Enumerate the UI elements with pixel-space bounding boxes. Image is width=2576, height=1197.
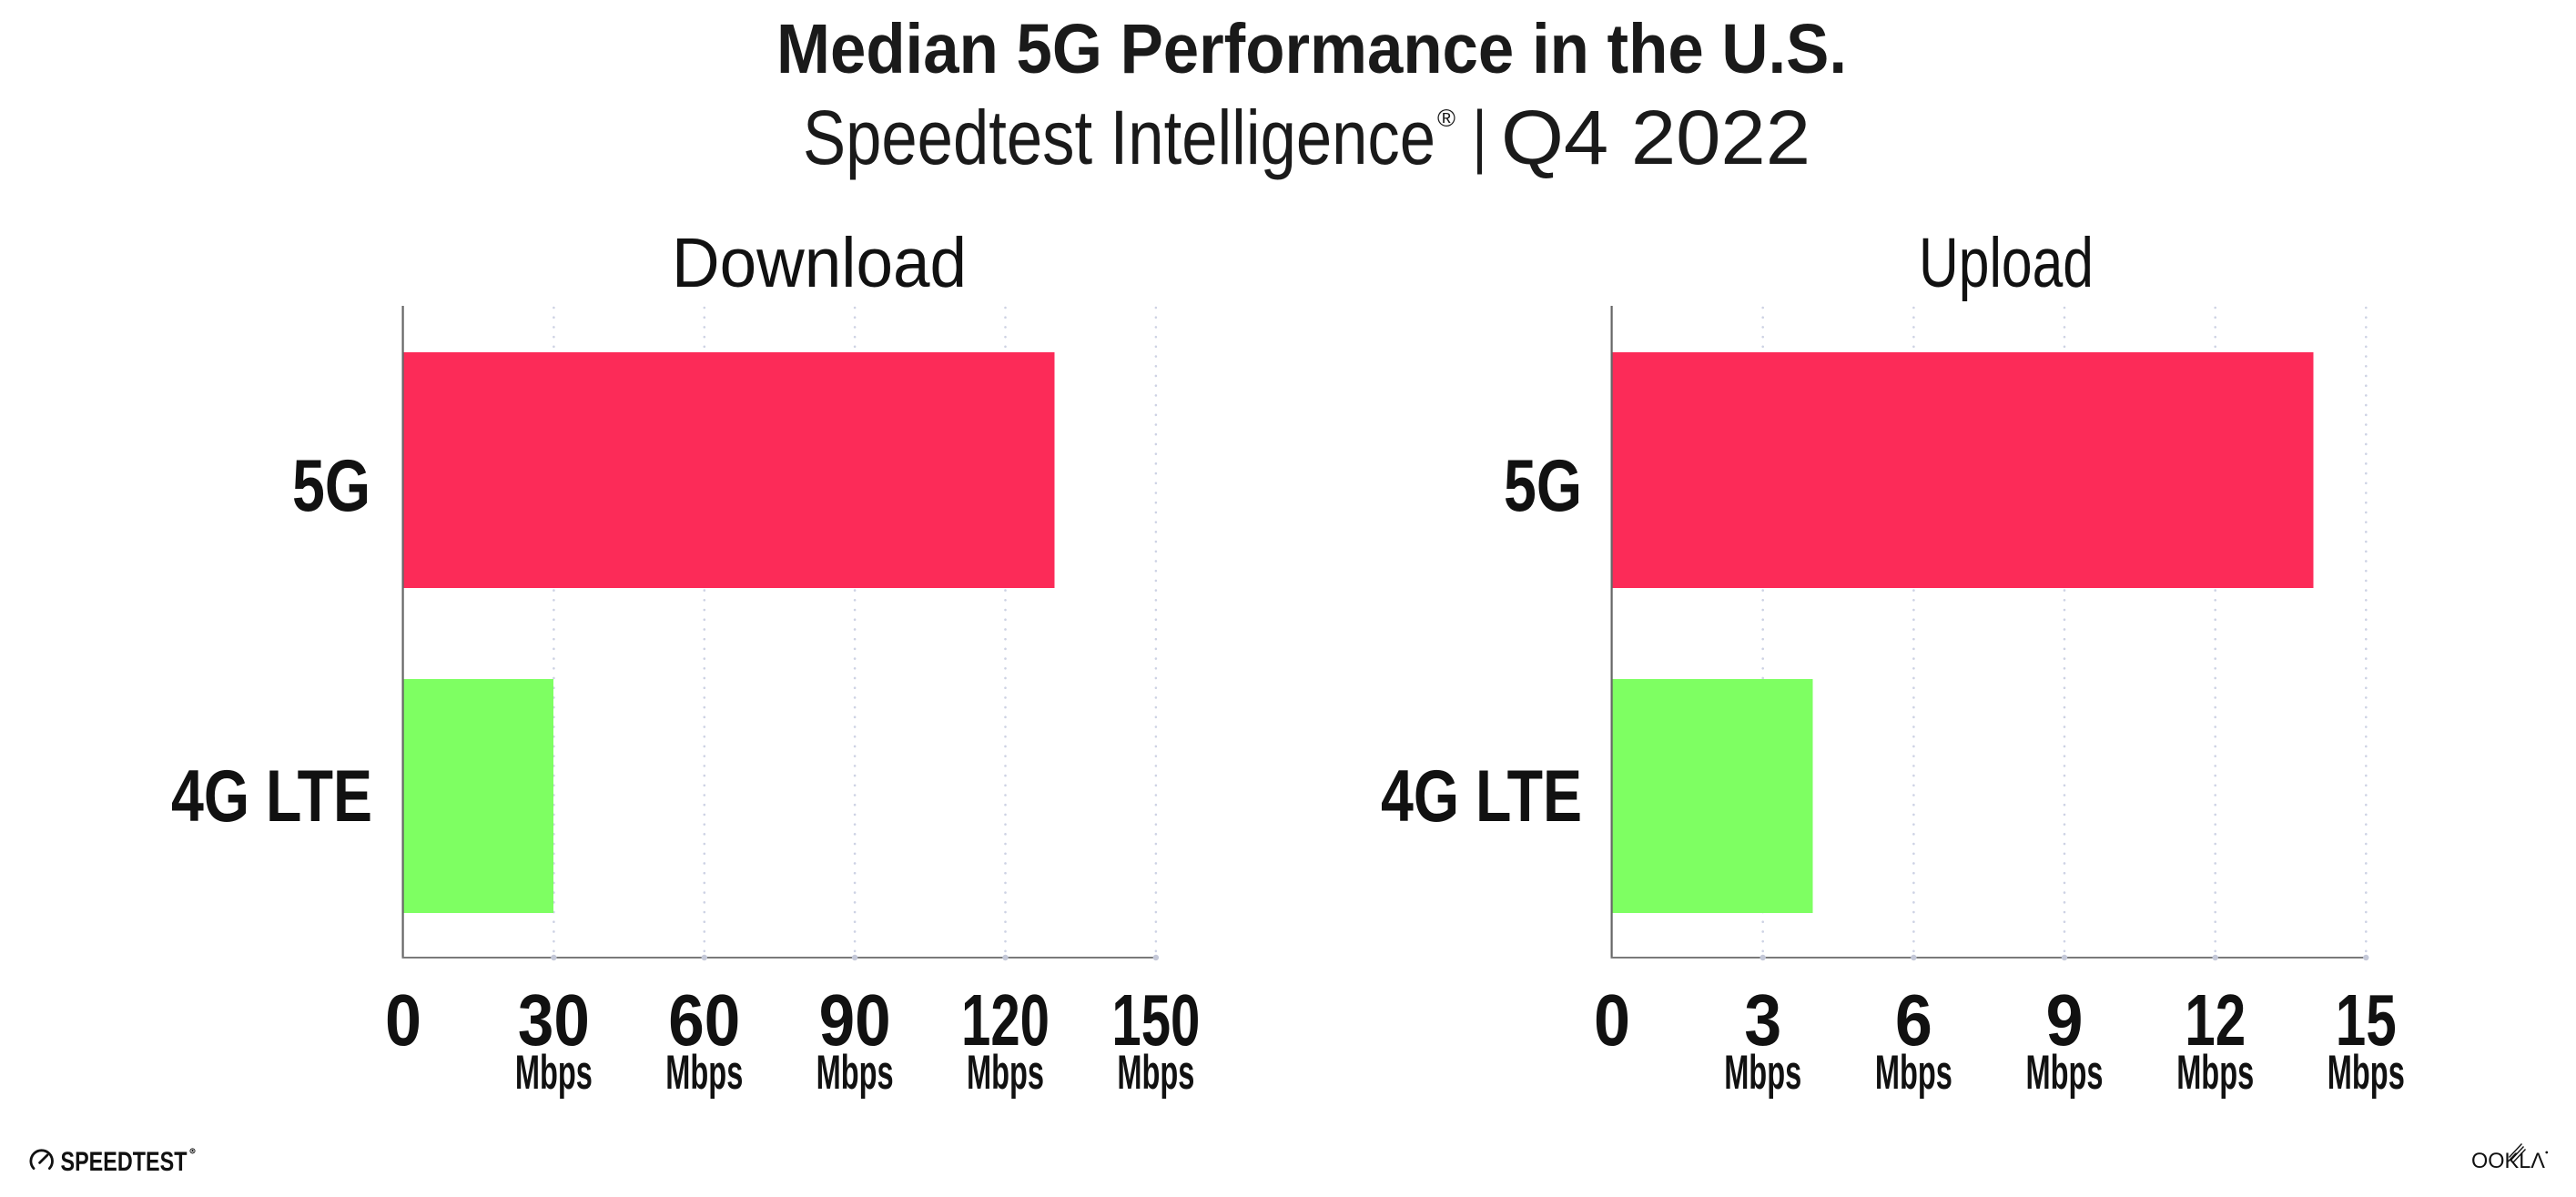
svg-text:Mbps: Mbps — [2026, 1046, 2104, 1100]
svg-text:Mbps: Mbps — [515, 1046, 593, 1100]
svg-text:15: 15 — [2336, 979, 2397, 1060]
svg-text:12: 12 — [2185, 979, 2246, 1060]
svg-text:60: 60 — [668, 979, 740, 1060]
svg-text:4G LTE: 4G LTE — [1381, 756, 1582, 837]
svg-text:3: 3 — [1744, 979, 1781, 1060]
svg-text:Upload: Upload — [1919, 224, 2094, 302]
svg-text:30: 30 — [518, 979, 590, 1060]
svg-text:90: 90 — [819, 979, 891, 1060]
svg-text:Mbps: Mbps — [967, 1046, 1044, 1100]
svg-text:Speedtest Intelligence: Speedtest Intelligence — [803, 95, 1435, 180]
svg-text:Median 5G Performance in the U: Median 5G Performance in the U.S. — [776, 10, 1847, 88]
svg-text:OOKLΛ: OOKLΛ — [2471, 1149, 2545, 1173]
svg-text:0: 0 — [1594, 979, 1630, 1060]
svg-text:SPEEDTEST: SPEEDTEST — [61, 1147, 188, 1177]
svg-text:150: 150 — [1111, 979, 1200, 1060]
svg-text:Mbps: Mbps — [2328, 1046, 2405, 1100]
svg-text:®: ® — [1437, 105, 1455, 132]
svg-text:Q4 2022: Q4 2022 — [1501, 95, 1810, 180]
svg-text:120: 120 — [961, 979, 1050, 1060]
svg-text:Mbps: Mbps — [665, 1046, 743, 1100]
svg-text:Mbps: Mbps — [1117, 1046, 1194, 1100]
svg-text:Mbps: Mbps — [816, 1046, 894, 1100]
svg-text:6: 6 — [1895, 979, 1932, 1060]
svg-text:9: 9 — [2046, 979, 2084, 1060]
svg-text:Mbps: Mbps — [1724, 1046, 1801, 1100]
svg-text:5G: 5G — [292, 445, 370, 527]
svg-text:Download: Download — [672, 224, 967, 302]
svg-text:5G: 5G — [1504, 445, 1582, 527]
svg-text:0: 0 — [385, 979, 421, 1060]
svg-text:Mbps: Mbps — [2176, 1046, 2254, 1100]
svg-text:4G LTE: 4G LTE — [171, 756, 372, 837]
svg-text:Mbps: Mbps — [1875, 1046, 1952, 1100]
